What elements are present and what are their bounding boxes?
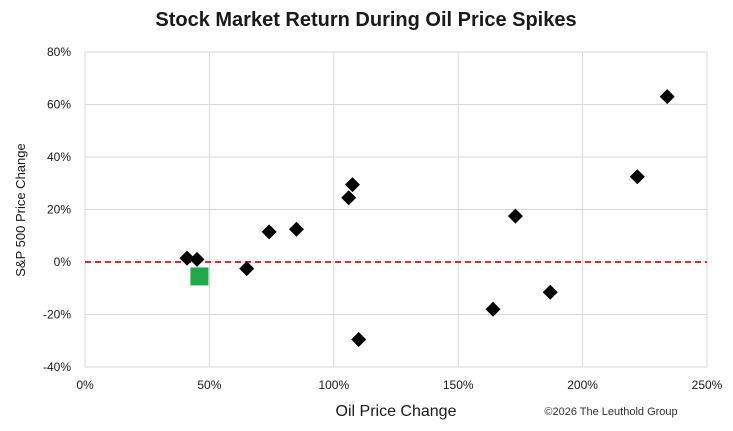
diamond-point	[507, 208, 523, 224]
diamond-point	[485, 301, 501, 317]
y-axis-ticks: -40% -20% 0% 20% 40% 60% 80%	[43, 45, 71, 374]
current-square-point	[190, 267, 209, 286]
diamond-point	[542, 284, 558, 300]
x-tick-label: 250%	[692, 378, 723, 392]
diamond-point	[629, 169, 645, 185]
diamond-point	[344, 177, 360, 193]
x-tick-label: 150%	[443, 378, 474, 392]
y-tick-label: 0%	[54, 255, 72, 269]
y-tick-label: -20%	[43, 308, 71, 322]
x-tick-label: 0%	[76, 378, 94, 392]
diamond-point	[239, 261, 255, 277]
diamond-point	[189, 251, 205, 267]
y-axis-title: S&P 500 Price Change	[13, 143, 28, 276]
diamond-point	[179, 250, 195, 266]
gridlines	[84, 51, 708, 368]
y-tick-label: 80%	[47, 45, 71, 59]
diamond-point	[341, 190, 357, 206]
diamond-point	[261, 224, 277, 240]
x-axis-title: Oil Price Change	[336, 403, 457, 420]
y-tick-label: 40%	[47, 150, 71, 164]
diamond-point	[288, 221, 304, 237]
chart-title: Stock Market Return During Oil Price Spi…	[155, 9, 576, 31]
y-tick-label: -40%	[43, 360, 71, 374]
data-points	[179, 89, 675, 347]
x-tick-label: 50%	[197, 378, 221, 392]
x-axis-ticks: 0% 50% 100% 150% 200% 250%	[76, 378, 722, 392]
y-tick-label: 60%	[47, 98, 71, 112]
y-tick-label: 20%	[47, 203, 71, 217]
x-tick-label: 100%	[318, 378, 349, 392]
x-tick-label: 200%	[567, 378, 598, 392]
credit-text: ©2026 The Leuthold Group	[544, 406, 677, 418]
diamond-point	[659, 89, 675, 105]
diamond-point	[351, 331, 367, 347]
